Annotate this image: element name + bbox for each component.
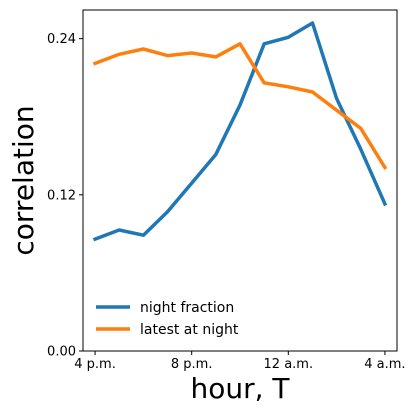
x-axis-title: hour, T: [190, 372, 290, 405]
y-tick-label: 0.00: [47, 345, 76, 360]
legend-label: latest at night: [140, 322, 239, 338]
x-tick-label: 12 a.m.: [264, 357, 314, 372]
y-axis-ticks: 0.00 0.12 0.24: [47, 32, 83, 360]
plot-frame: [82, 9, 398, 352]
plot-lines: [92, 21, 388, 242]
legend-label: night fraction: [140, 300, 234, 316]
x-axis-ticks: 4 p.m. 8 p.m. 12 a.m. 4 a.m.: [74, 351, 406, 372]
series-line-2: [92, 42, 388, 170]
x-tick-label: 4 a.m.: [364, 357, 405, 372]
y-axis-title: correlation: [7, 105, 40, 255]
y-tick-label: 0.24: [47, 32, 76, 47]
series-line-1: [92, 21, 388, 242]
y-tick-label: 0.12: [47, 188, 76, 203]
x-tick-label: 8 p.m.: [171, 357, 213, 372]
legend: night fraction latest at night: [96, 300, 239, 338]
x-tick-label: 4 p.m.: [74, 357, 116, 372]
